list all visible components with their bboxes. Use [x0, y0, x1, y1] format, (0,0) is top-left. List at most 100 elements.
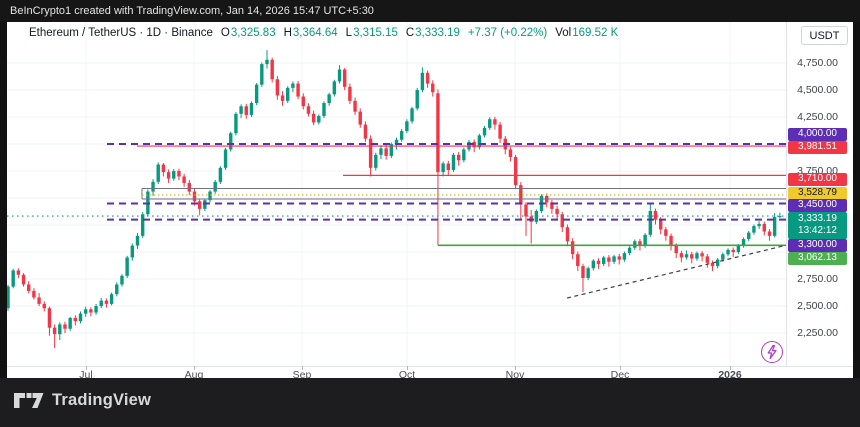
candle-body: [21, 274, 26, 285]
candle-body: [161, 164, 166, 173]
candle-body: [27, 284, 31, 291]
candle-body: [208, 191, 212, 201]
candle-body: [244, 106, 248, 115]
candle-body: [576, 254, 580, 267]
candle-body: [648, 211, 653, 235]
flash-button[interactable]: [761, 341, 783, 363]
candle-body: [627, 247, 632, 254]
time-tick-mark: [86, 366, 87, 370]
candle-body: [767, 231, 772, 236]
candle-body: [78, 313, 83, 322]
candle-body: [472, 141, 476, 148]
candle-body: [115, 284, 119, 295]
tradingview-logo[interactable]: TradingView: [14, 391, 151, 410]
candle-body: [555, 208, 559, 215]
candle-body: [638, 241, 642, 246]
candle-body: [317, 115, 321, 123]
price-badge-value: 3,300.00: [798, 239, 837, 250]
time-tick-mark: [407, 366, 408, 370]
candle-body: [52, 327, 57, 335]
price-badge-value: 3,062.13: [798, 252, 837, 263]
volume-label: Vol: [555, 27, 572, 39]
candle-body: [291, 83, 295, 88]
candle-body: [182, 176, 186, 183]
attribution-bar: BeInCrypto1 created with TradingView.com…: [0, 0, 860, 22]
candle-body: [436, 93, 440, 173]
candle-body: [120, 275, 124, 285]
tradingview-logo-text: TradingView: [52, 391, 152, 409]
candle-body: [358, 111, 362, 125]
candle-body: [223, 149, 228, 168]
candle-body: [493, 119, 497, 125]
candle-body: [431, 83, 435, 93]
price-axis[interactable]: 4,750.00 4,500.00 4,250.00 3,750.00 2,750.00…: [787, 22, 853, 378]
candle-body: [700, 253, 704, 257]
currency-toggle-button[interactable]: USDT: [801, 26, 848, 45]
candle-body: [280, 95, 285, 101]
price-badge: 3,528.79: [788, 186, 847, 200]
low-label: L: [345, 27, 353, 39]
candle-body: [306, 106, 311, 114]
price-badge: 3,333.19 13:42:12: [788, 211, 847, 239]
price-badge-value: 3,710.00: [798, 173, 837, 184]
candle-body: [301, 96, 305, 107]
candle-body: [772, 216, 777, 236]
candle-body: [94, 306, 98, 313]
candle-body: [249, 103, 254, 115]
candle-body: [156, 164, 160, 182]
candle-body: [721, 254, 725, 260]
candle-body: [731, 249, 735, 253]
price-badge: 3,710.00: [788, 172, 847, 186]
candle-body: [570, 241, 575, 255]
high-value: 3,364.64: [292, 27, 338, 39]
price-axis-separator: [786, 22, 787, 366]
candle-body: [197, 201, 202, 209]
price-badge-value: 4,000.00: [798, 128, 837, 139]
candle-body: [296, 83, 300, 97]
candle-body: [741, 239, 746, 246]
candle-body: [405, 121, 409, 132]
candle-body: [187, 182, 191, 192]
ascending-trendline[interactable]: [566, 244, 786, 299]
candle-body: [213, 181, 217, 192]
candle-body: [586, 268, 590, 278]
candlestick-chart[interactable]: [7, 22, 786, 366]
time-axis[interactable]: Jul Aug Sep Oct Nov Dec 2026: [7, 366, 786, 381]
candle-body: [265, 59, 269, 65]
candle-body: [332, 81, 337, 95]
open-label: O: [220, 27, 230, 39]
candle-body: [653, 211, 658, 220]
candle-body: [89, 309, 93, 313]
footer-bar: TradingView: [0, 378, 860, 427]
candle-body: [239, 106, 243, 114]
candle-body: [596, 260, 601, 264]
candle-body: [462, 149, 466, 161]
candle-body: [513, 157, 518, 186]
candle-body: [710, 262, 715, 267]
price-badge-value: 3,981.51: [798, 141, 837, 152]
candle-body: [130, 245, 135, 258]
candle-body: [394, 139, 399, 145]
candle-body: [311, 113, 316, 123]
candle-body: [337, 69, 342, 82]
candle-body: [353, 100, 357, 112]
close-value: 3,333.19: [415, 27, 460, 39]
candle-body: [524, 204, 528, 217]
price-badge: 4,000.00: [788, 127, 847, 141]
candle-body: [363, 124, 368, 139]
change-value: +7.37 (+0.22%): [467, 27, 548, 39]
candle-body: [125, 257, 129, 276]
candle-body: [140, 214, 145, 236]
time-tick-mark: [515, 366, 516, 370]
candle-body: [11, 270, 15, 287]
candle-body: [550, 202, 554, 209]
symbol-title[interactable]: Ethereum / TetherUS · 1D · Binance: [29, 27, 213, 39]
price-axis-label: 2,250.00: [797, 327, 838, 340]
price-badge: 3,981.51: [788, 140, 847, 154]
candle-body: [172, 171, 176, 179]
price-badge: 3,450.00: [788, 198, 847, 212]
candle-body: [565, 227, 570, 242]
candle-body: [374, 154, 378, 168]
candle-body: [705, 256, 709, 263]
candle-body: [482, 127, 487, 136]
